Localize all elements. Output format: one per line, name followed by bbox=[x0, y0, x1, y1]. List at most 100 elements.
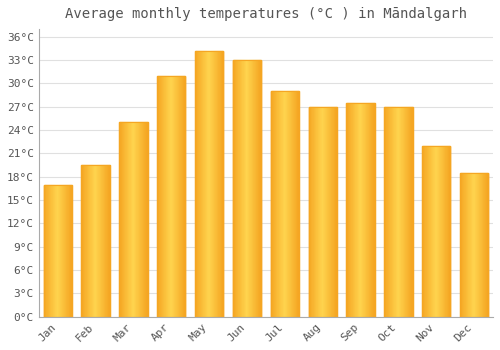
Bar bbox=[469, 173, 470, 317]
Bar bbox=[67, 184, 68, 317]
Bar bbox=[50, 184, 51, 317]
Bar bbox=[272, 91, 273, 317]
Bar bbox=[434, 146, 435, 317]
Bar bbox=[446, 146, 447, 317]
Bar bbox=[290, 91, 291, 317]
Bar bbox=[409, 107, 410, 317]
Bar bbox=[134, 122, 135, 317]
Bar bbox=[233, 60, 234, 317]
Bar bbox=[56, 184, 57, 317]
Bar bbox=[158, 76, 159, 317]
Bar bbox=[442, 146, 443, 317]
Bar bbox=[220, 51, 221, 317]
Bar bbox=[104, 165, 105, 317]
Bar bbox=[371, 103, 372, 317]
Bar bbox=[141, 122, 142, 317]
Bar bbox=[147, 122, 148, 317]
Bar bbox=[208, 51, 209, 317]
Bar bbox=[437, 146, 438, 317]
Bar bbox=[445, 146, 446, 317]
Bar bbox=[85, 165, 86, 317]
Bar bbox=[253, 60, 254, 317]
Bar bbox=[217, 51, 218, 317]
Bar bbox=[176, 76, 177, 317]
Title: Average monthly temperatures (°C ) in Māndalgarh: Average monthly temperatures (°C ) in Mā… bbox=[65, 7, 467, 21]
Bar bbox=[243, 60, 244, 317]
Bar bbox=[310, 107, 311, 317]
Bar bbox=[296, 91, 297, 317]
Bar bbox=[251, 60, 252, 317]
Bar bbox=[213, 51, 214, 317]
Bar bbox=[486, 173, 487, 317]
Bar bbox=[436, 146, 437, 317]
Bar bbox=[282, 91, 283, 317]
Bar bbox=[284, 91, 285, 317]
Bar bbox=[206, 51, 207, 317]
Bar bbox=[121, 122, 122, 317]
Bar bbox=[398, 107, 399, 317]
Bar bbox=[83, 165, 84, 317]
Bar bbox=[431, 146, 432, 317]
Bar bbox=[279, 91, 280, 317]
Bar bbox=[61, 184, 62, 317]
Bar bbox=[392, 107, 394, 317]
Bar bbox=[68, 184, 69, 317]
Bar bbox=[125, 122, 126, 317]
Bar bbox=[55, 184, 56, 317]
Bar bbox=[328, 107, 329, 317]
Bar bbox=[326, 107, 328, 317]
Bar bbox=[255, 60, 256, 317]
Bar bbox=[387, 107, 388, 317]
Bar bbox=[239, 60, 240, 317]
Bar bbox=[84, 165, 85, 317]
Bar bbox=[336, 107, 337, 317]
Bar bbox=[391, 107, 392, 317]
Bar bbox=[324, 107, 325, 317]
Bar bbox=[51, 184, 52, 317]
Bar bbox=[318, 107, 320, 317]
Bar bbox=[374, 103, 375, 317]
Bar bbox=[317, 107, 318, 317]
Bar bbox=[407, 107, 408, 317]
Bar bbox=[278, 91, 279, 317]
Bar bbox=[247, 60, 248, 317]
Bar bbox=[130, 122, 131, 317]
Bar bbox=[102, 165, 103, 317]
Bar bbox=[372, 103, 373, 317]
Bar bbox=[242, 60, 243, 317]
Bar bbox=[201, 51, 202, 317]
Bar bbox=[273, 91, 274, 317]
Bar bbox=[207, 51, 208, 317]
Bar bbox=[385, 107, 386, 317]
Bar bbox=[354, 103, 355, 317]
Bar bbox=[332, 107, 333, 317]
Bar bbox=[160, 76, 161, 317]
Bar bbox=[197, 51, 198, 317]
Bar bbox=[422, 146, 423, 317]
Bar bbox=[162, 76, 163, 317]
Bar bbox=[363, 103, 364, 317]
Bar bbox=[140, 122, 141, 317]
Bar bbox=[465, 173, 466, 317]
Bar bbox=[157, 76, 186, 317]
Bar bbox=[289, 91, 290, 317]
Bar bbox=[248, 60, 250, 317]
Bar bbox=[462, 173, 463, 317]
Bar bbox=[428, 146, 429, 317]
Bar bbox=[235, 60, 236, 317]
Bar bbox=[98, 165, 99, 317]
Bar bbox=[441, 146, 442, 317]
Bar bbox=[120, 122, 121, 317]
Bar bbox=[440, 146, 441, 317]
Bar bbox=[234, 60, 235, 317]
Bar bbox=[62, 184, 63, 317]
Bar bbox=[86, 165, 87, 317]
Bar bbox=[214, 51, 215, 317]
Bar bbox=[286, 91, 287, 317]
Bar bbox=[473, 173, 474, 317]
Bar bbox=[394, 107, 395, 317]
Bar bbox=[470, 173, 472, 317]
Bar bbox=[146, 122, 147, 317]
Bar bbox=[143, 122, 144, 317]
Bar bbox=[351, 103, 352, 317]
